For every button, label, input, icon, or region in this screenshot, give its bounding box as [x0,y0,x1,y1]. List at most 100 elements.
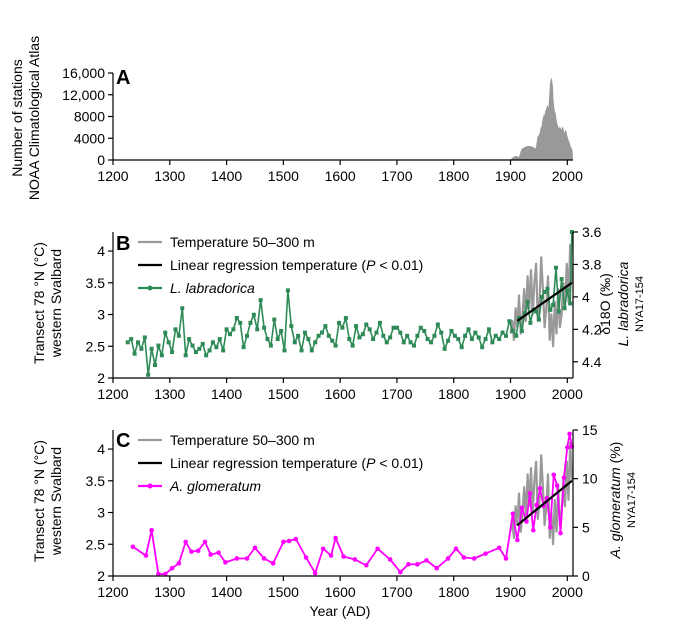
glomeratum-point [312,570,318,576]
labradorica-point [411,343,416,348]
labradorica-point [405,333,410,338]
panel-c-glomeratum-chart: C Transect 78 °N (°C) western Svalbard A… [31,422,638,619]
glomeratum-point [387,557,393,562]
labradorica-point [292,340,297,345]
x-tick-label: 1200 [97,386,128,402]
labradorica-point [187,337,192,342]
labradorica-point [207,348,212,353]
labradorica-point [258,298,263,303]
y-tick-label: 3 [97,505,105,521]
temperature-line [509,243,573,348]
glomeratum-point [554,483,560,488]
glomeratum-point [293,536,299,542]
labradorica-point [534,309,539,314]
x-tick-label: 1300 [154,168,185,184]
labradorica-point [190,343,195,348]
y-tick-label: 4 [97,243,105,259]
labradorica-point [374,330,379,335]
glomeratum-point [471,556,477,561]
labradorica-point [391,325,396,330]
panel-c-left-y-label-line1: Transect 78 °N (°C) [31,440,47,562]
glomeratum-point [183,539,188,545]
panel-c-legend: Temperature 50–300 m Linear regression te… [138,432,423,494]
glomeratum-point [169,565,175,571]
labradorica-point [302,330,307,335]
glomeratum-point [162,571,168,577]
glomeratum-point [496,545,502,551]
glomeratum-point [195,548,201,553]
labradorica-point [559,277,564,282]
labradorica-point [562,306,567,311]
labradorica-point [367,327,372,332]
glomeratum-point [352,557,358,562]
panel-b-axes: 2 2.5 3 3.5 4 3.6 3.8 4 4.2 4.4 1200 1300 1400 1500 16… [86,224,602,402]
glomeratum-point [503,556,509,561]
y-tick-label: 4 [97,441,105,457]
legend-label-glomeratum: A. glomeratum [169,478,261,494]
glomeratum-point [234,556,240,561]
labradorica-point [333,343,338,348]
right-y-tick-label: 4.4 [582,354,602,370]
glomeratum-point [406,562,411,567]
labradorica-point [565,288,570,293]
labradorica-point [364,322,369,327]
labradorica-point [415,333,420,338]
labradorica-point [476,335,481,340]
labradorica-point [330,338,335,343]
labradorica-point [490,340,495,345]
labradorica-point [231,327,236,332]
labradorica-point [282,348,287,353]
labradorica-point [323,324,328,329]
right-y-tick-label: 4.2 [582,321,602,337]
labradorica-point [551,303,556,307]
labradorica-point [180,306,185,311]
labradorica-point [217,337,222,342]
labradorica-point [255,327,260,332]
labradorica-point [241,345,246,350]
glomeratum-point [565,445,570,450]
x-tick-label: 1400 [211,168,242,184]
panel-b-right-y-axis-label: L. labradorica NYA17-154 [615,261,646,346]
labradorica-point [149,346,154,351]
glomeratum-point [223,560,228,565]
labradorica-point [449,328,454,333]
labradorica-point [429,340,434,345]
panel-c-x-axis-label: Year (AD) [310,603,371,619]
glomeratum-point [130,544,136,550]
panel-c-right-y-label-unit: (%) [607,442,623,468]
labradorica-point [268,343,273,348]
glomeratum-point [524,519,529,524]
labradorica-point [170,350,175,355]
labradorica-point [503,333,508,338]
glomeratum-point [415,562,420,567]
legend-label-regression: Linear regression temperature (P < 0.01) [170,257,423,273]
glomeratum-point [333,535,338,541]
labradorica-point [394,325,399,330]
panel-b-right-y-delta-label: δ18O (‰) [597,273,613,334]
labradorica-point [129,337,134,342]
glomeratum-point [244,556,250,561]
labradorica-point [183,353,188,358]
labradorica-point [234,315,239,320]
labradorica-point [319,330,324,335]
y-tick-label: 2 [97,370,105,386]
x-tick-label: 1500 [268,386,299,402]
labradorica-point [377,320,382,325]
glomeratum-point [270,561,276,566]
panel-b-left-y-label-line2: western Svalbard [48,249,64,358]
glomeratum-point [551,472,556,478]
regression-line [516,479,573,527]
legend-label-suffix: < 0.01) [375,257,423,273]
labradorica-point [371,337,376,342]
y-tick-label: 3.5 [86,275,106,291]
panel-b-right-y-label-main: L. labradorica [615,261,631,346]
labradorica-point [483,337,488,342]
labradorica-point [401,340,406,345]
glomeratum-point [216,550,221,555]
labradorica-point [326,333,331,338]
panel-a-axes: 0 4000 8000 12,000 16,000 1200 1300 1400 1500 160… [62,65,583,184]
y-tick-label: 2.5 [86,536,106,552]
glomeratum-point [424,558,429,563]
panel-c-left-y-axis-label: Transect 78 °N (°C) western Svalbard [31,440,64,562]
labradorica-point [265,337,270,342]
